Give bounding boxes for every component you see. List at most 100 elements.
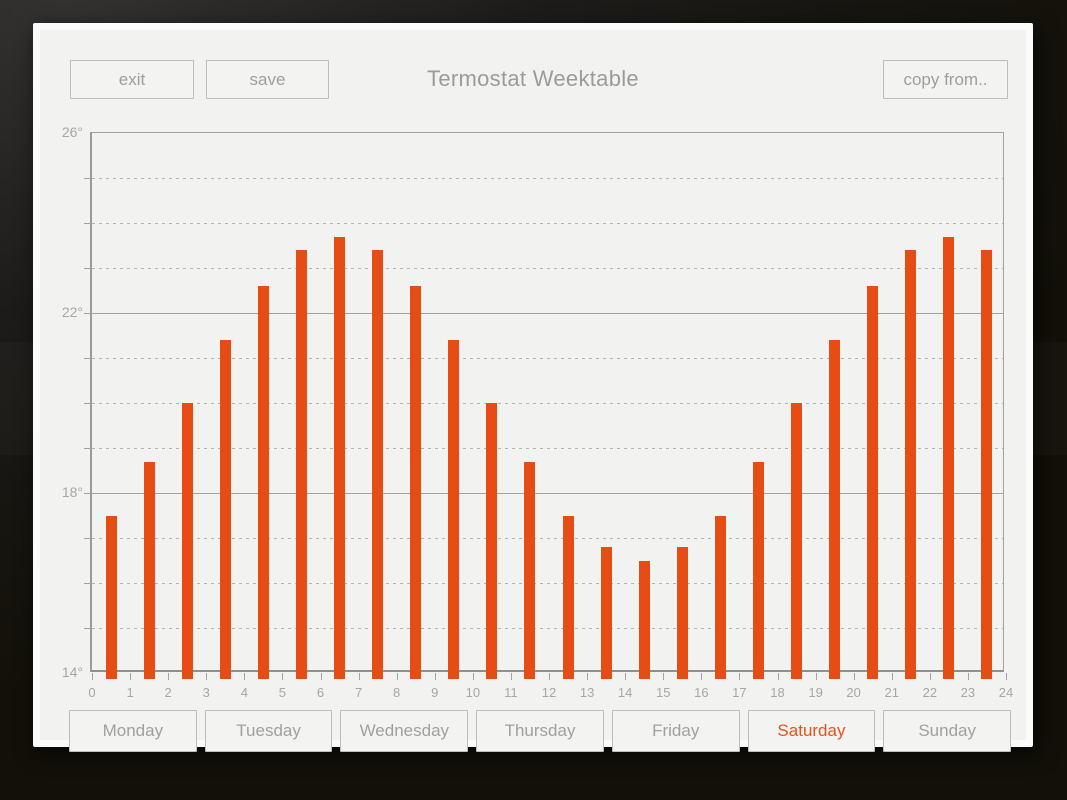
x-axis-tick xyxy=(396,673,398,680)
y-axis-tick xyxy=(84,583,91,584)
weektable-chart-plot-area: 0 1 2 3 4 5 6 7 8 9 10 11 12 13 14 15 16 17 18 19 20 21 22 23 24… xyxy=(62,124,1013,700)
page-title: Termostat Weektable xyxy=(427,66,639,91)
x-axis-label: 16 xyxy=(694,685,709,700)
copy-from-button[interactable]: copy from.. xyxy=(883,60,1008,99)
x-axis-tick xyxy=(815,673,817,680)
x-axis-tick xyxy=(701,673,703,680)
x-axis-label: 8 xyxy=(393,685,401,700)
x-axis-tick xyxy=(92,673,93,680)
y-axis-tick xyxy=(84,223,91,224)
gridline-21deg xyxy=(92,358,1003,359)
gridline-22deg xyxy=(92,313,1003,314)
bar-hour-20[interactable] xyxy=(867,286,879,679)
x-axis-label: 19 xyxy=(808,685,823,700)
x-axis-label: 9 xyxy=(431,685,439,700)
x-axis-tick xyxy=(358,673,360,680)
x-axis-tick xyxy=(472,673,474,680)
x-axis-label: 20 xyxy=(846,685,861,700)
gridline-19deg xyxy=(92,448,1003,449)
day-button-monday[interactable]: Monday xyxy=(69,710,197,752)
x-axis-tick xyxy=(434,673,436,680)
gridline-16deg xyxy=(92,583,1003,584)
bar-hour-6[interactable] xyxy=(334,236,346,679)
y-axis-tick xyxy=(84,403,91,404)
y-axis-tick xyxy=(84,448,91,449)
day-button-sunday[interactable]: Sunday xyxy=(883,710,1012,752)
bar-hour-5[interactable] xyxy=(295,250,307,679)
x-axis-tick xyxy=(967,673,969,680)
bar-hour-17[interactable] xyxy=(752,461,764,679)
bar-hour-19[interactable] xyxy=(829,340,841,679)
y-axis-label: 22° xyxy=(61,304,83,320)
x-axis-label: 10 xyxy=(465,685,481,700)
day-button-tuesday[interactable]: Tuesday xyxy=(204,710,333,752)
day-tabs-row: Monday Tuesday Wednesday Thursday Friday Satu… xyxy=(69,710,1012,752)
gridline-20deg xyxy=(92,403,1003,404)
gridline-18deg xyxy=(92,493,1003,494)
y-axis-tick xyxy=(84,313,91,314)
exit-button[interactable]: exit xyxy=(70,60,194,99)
thermostat-weektable-panel: exit save Termostat Weektable copy from.… xyxy=(33,23,1033,752)
gridline-24deg xyxy=(92,223,1003,224)
bar-hour-18[interactable] xyxy=(791,403,803,679)
bar-hour-1[interactable] xyxy=(143,461,155,679)
bar-hour-13[interactable] xyxy=(600,547,612,679)
x-axis-label: 22 xyxy=(922,685,938,700)
x-axis-label: 13 xyxy=(579,685,595,700)
x-axis-label: 2 xyxy=(164,685,172,700)
y-axis-tick xyxy=(84,538,91,539)
day-button-thursday[interactable]: Thursday xyxy=(476,710,604,752)
gridline-15deg xyxy=(92,628,1003,629)
x-axis-tick xyxy=(853,673,855,680)
y-axis-tick xyxy=(84,178,91,179)
x-axis-label: 0 xyxy=(88,685,96,700)
day-button-wednesday[interactable]: Wednesday xyxy=(340,710,469,752)
bar-hour-21[interactable] xyxy=(905,250,917,679)
x-axis-label: 15 xyxy=(656,685,671,700)
x-axis-label: 11 xyxy=(504,685,518,700)
x-axis-tick xyxy=(929,673,931,680)
x-axis-label: 23 xyxy=(960,685,976,700)
bar-hour-2[interactable] xyxy=(181,403,193,679)
bar-hour-3[interactable] xyxy=(219,340,231,679)
x-axis-tick xyxy=(891,673,893,680)
y-axis-tick xyxy=(84,628,91,629)
x-axis-label: 5 xyxy=(278,685,287,700)
x-axis-label: 21 xyxy=(884,685,899,700)
bar-hour-10[interactable] xyxy=(486,403,498,679)
bar-hour-23[interactable] xyxy=(981,250,993,679)
x-axis-label: 7 xyxy=(354,685,363,700)
bar-hour-16[interactable] xyxy=(714,515,726,679)
x-axis-label: 3 xyxy=(202,685,210,700)
x-axis-tick xyxy=(1006,673,1007,680)
x-axis-tick xyxy=(587,673,589,680)
y-axis-tick xyxy=(84,493,91,494)
y-axis-tick xyxy=(84,268,91,269)
bar-hour-7[interactable] xyxy=(372,250,384,679)
bar-hour-8[interactable] xyxy=(410,286,422,679)
x-axis-label: 14 xyxy=(617,685,633,700)
y-axis-label: 18° xyxy=(61,484,83,500)
bar-hour-14[interactable] xyxy=(638,560,650,679)
y-axis-label: 14° xyxy=(61,664,83,680)
bar-hour-11[interactable] xyxy=(524,461,536,679)
save-button[interactable]: save xyxy=(206,60,329,99)
bar-hour-15[interactable] xyxy=(676,547,688,679)
bar-hour-0[interactable] xyxy=(105,515,117,679)
bar-hour-4[interactable] xyxy=(257,286,269,679)
bar-hour-22[interactable] xyxy=(943,236,955,679)
x-axis-tick xyxy=(663,673,665,680)
x-axis-label: 17 xyxy=(732,685,747,700)
x-axis-label: 12 xyxy=(541,685,557,700)
day-button-friday[interactable]: Friday xyxy=(611,710,740,752)
x-axis-tick xyxy=(244,673,246,680)
x-axis-tick xyxy=(625,673,627,680)
bar-hour-12[interactable] xyxy=(562,515,574,679)
bar-hour-9[interactable] xyxy=(448,340,460,679)
x-axis-tick xyxy=(282,673,284,680)
y-axis-tick xyxy=(84,358,91,359)
gridline-25deg xyxy=(92,178,1003,179)
day-button-saturday[interactable]: Saturday xyxy=(747,710,876,752)
x-axis-label: 1 xyxy=(126,685,134,700)
